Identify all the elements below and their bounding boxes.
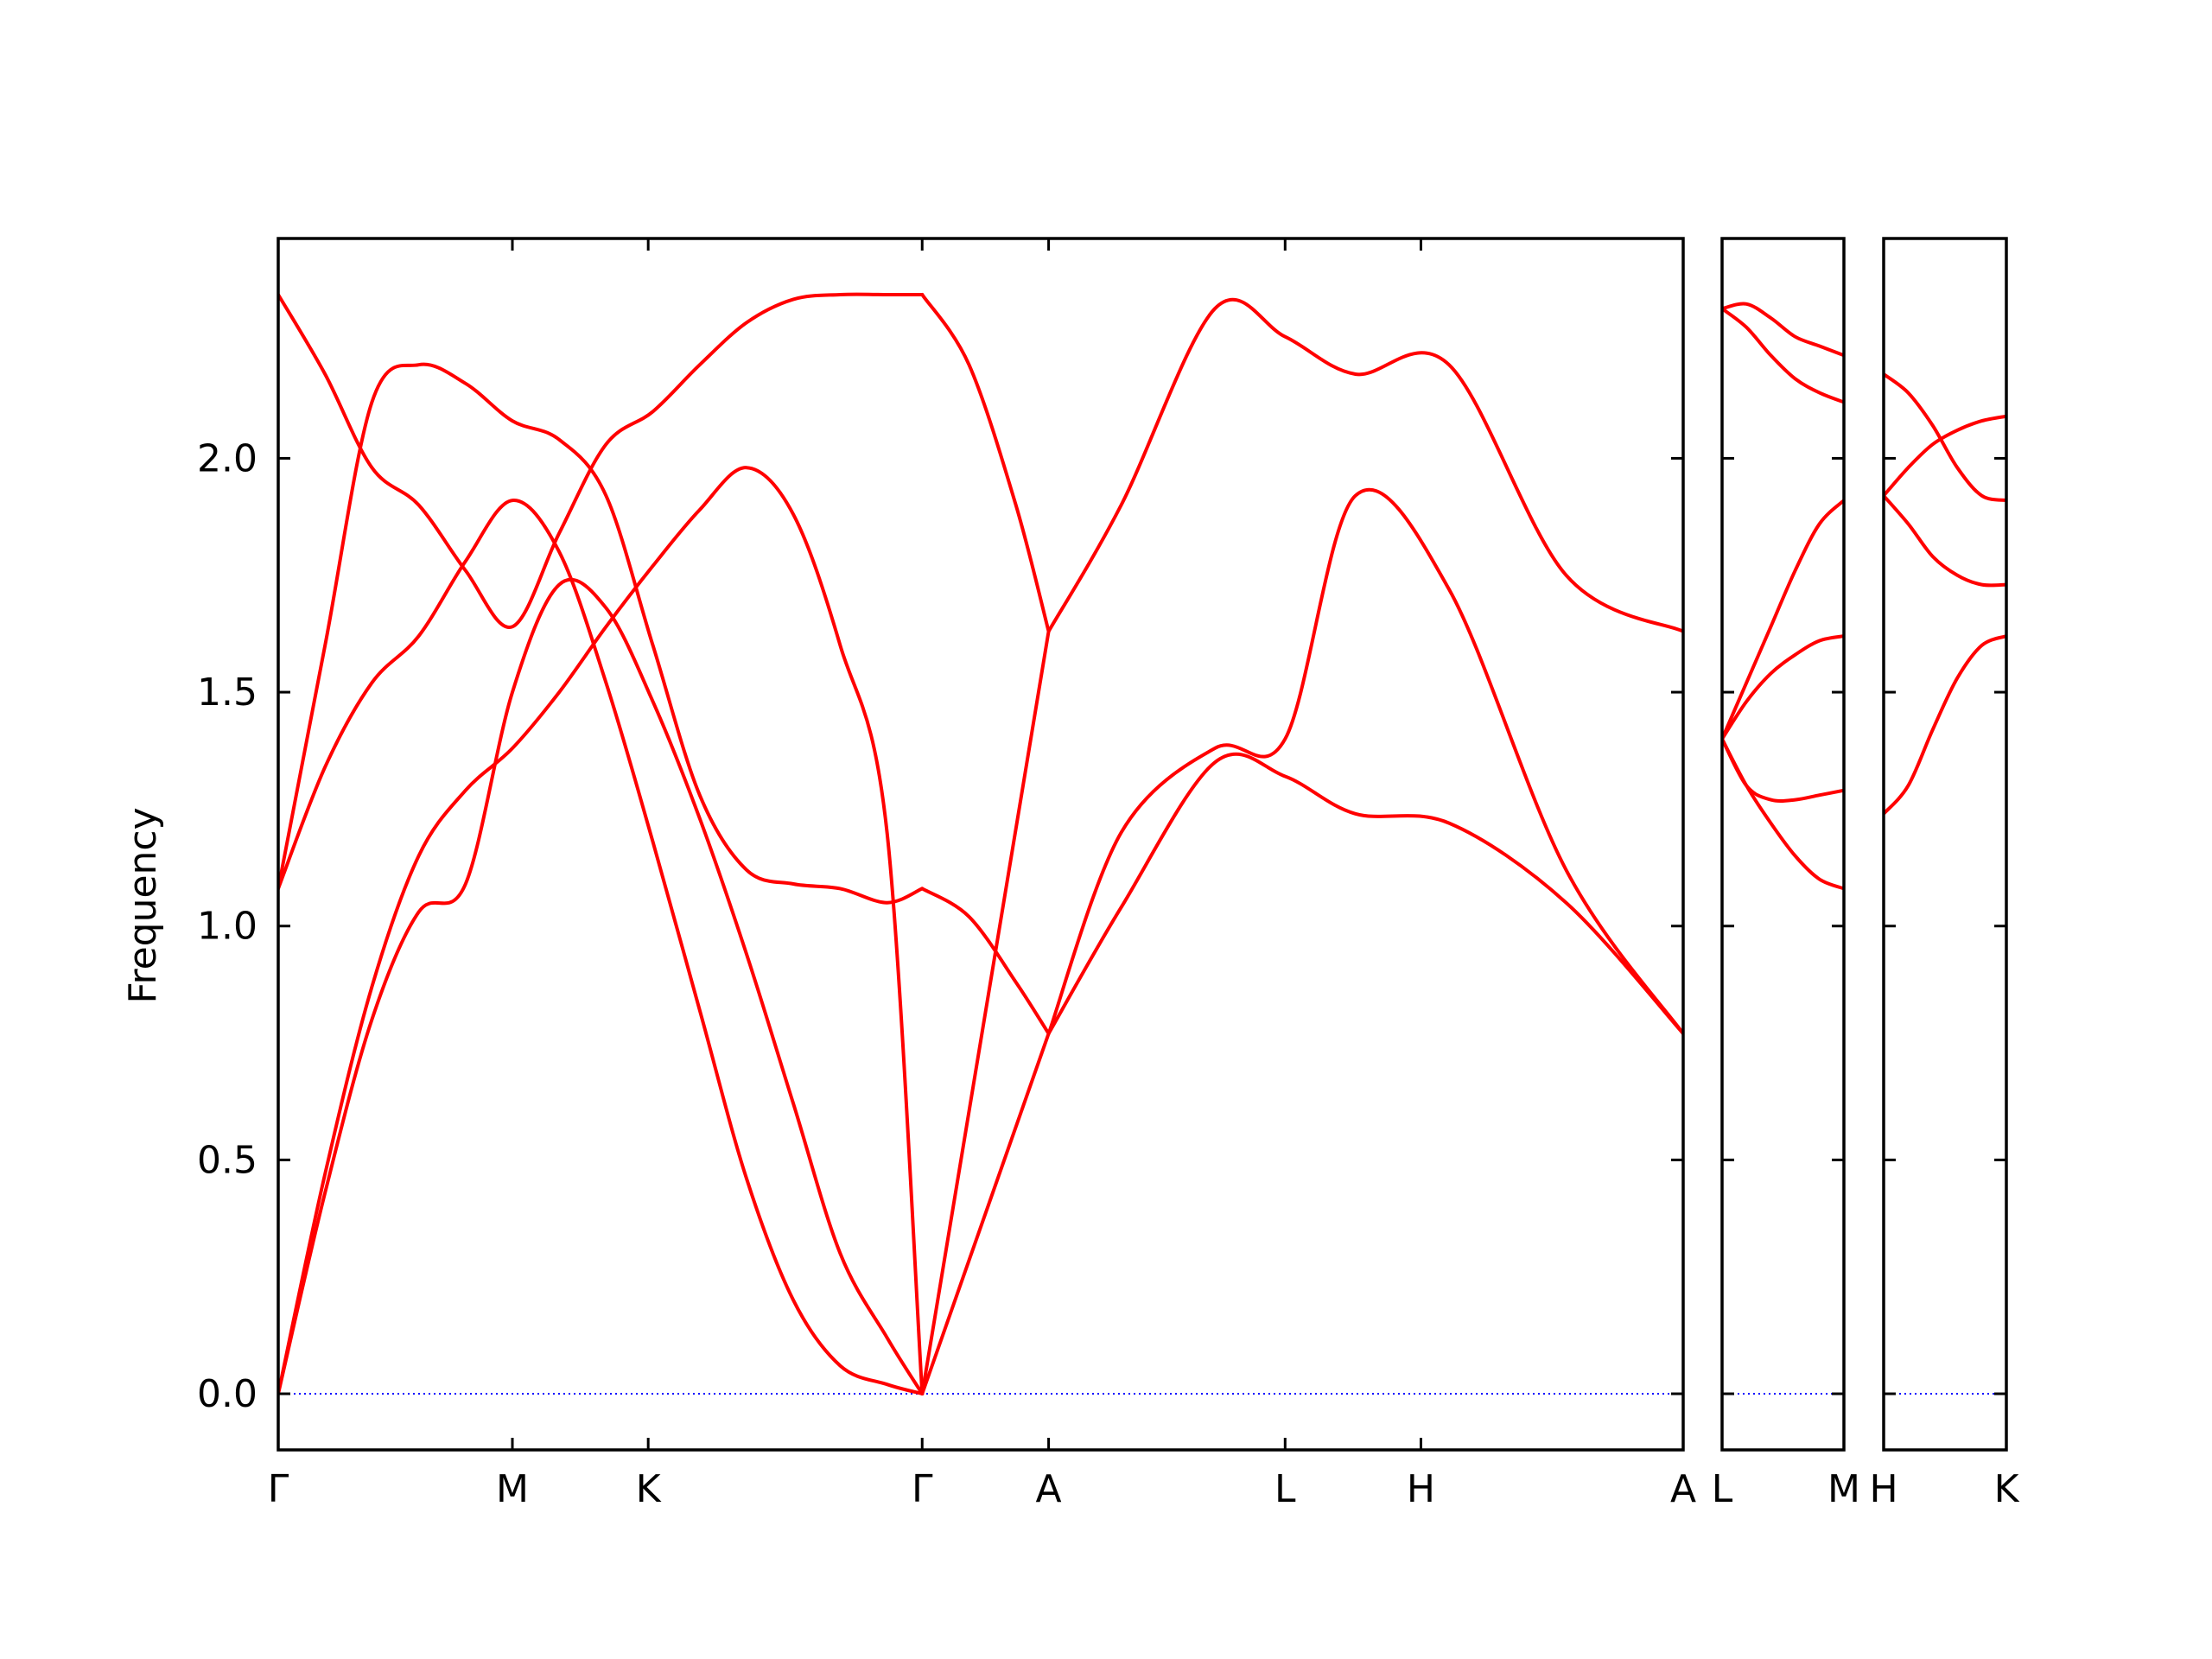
- bands-group: [1884, 372, 2006, 816]
- band-line-6: [1722, 737, 1844, 891]
- bands-group: [1722, 302, 1844, 891]
- band-line-2: [278, 577, 925, 1395]
- band-line-1: [278, 466, 925, 1395]
- band-line-2: [1722, 307, 1844, 404]
- band-line-10: [1046, 297, 1683, 633]
- band-line-5: [278, 292, 925, 629]
- y-tick-label: 0.5: [197, 1138, 257, 1182]
- band-line-3: [1722, 499, 1844, 741]
- y-tick-label: 1.5: [197, 671, 257, 715]
- panel-1: 0.0 0.5 1.0 1.5 2.0 Γ M K Γ A L H A: [197, 237, 1696, 1511]
- band-line-7: [920, 1032, 1051, 1395]
- y-tick-label: 1.0: [197, 905, 257, 949]
- x-tick-label: H: [1869, 1467, 1897, 1511]
- bands-group: [278, 292, 1683, 1395]
- panel-frame: [1720, 237, 1846, 1452]
- band-line-1: [1722, 302, 1844, 358]
- panel-frame: [276, 237, 1685, 1452]
- x-tick-label: M: [496, 1467, 529, 1511]
- band-line-4: [1884, 634, 2006, 816]
- band-line-9: [920, 293, 1051, 633]
- panel-frame: [1882, 237, 2008, 1452]
- plot-panels: 0.00.51.01.52.0Γ M K Γ A L H A L M H K: [197, 237, 2020, 1511]
- y-axis-label: Frequency: [121, 807, 165, 1003]
- band-line-3: [278, 499, 925, 1395]
- x-tick-label: K: [1994, 1467, 2020, 1511]
- band-line-5: [1722, 737, 1844, 804]
- y-tick-label: 0.0: [197, 1372, 257, 1416]
- band-line-11: [1046, 487, 1683, 1036]
- x-tick-label: L: [1274, 1467, 1296, 1511]
- band-line-1: [1884, 372, 2006, 503]
- y-tick-label: 2.0: [197, 436, 257, 480]
- band-line-2: [1884, 414, 2006, 498]
- x-tick-label: L: [1712, 1467, 1733, 1511]
- x-tick-label: A: [1036, 1467, 1062, 1511]
- band-line-3: [1884, 493, 2006, 588]
- x-tick-label: A: [1670, 1467, 1696, 1511]
- x-tick-label: H: [1407, 1467, 1435, 1511]
- x-tick-label: Γ: [912, 1467, 933, 1511]
- band-line-4: [1722, 634, 1844, 741]
- x-tick-label: K: [636, 1467, 662, 1511]
- x-tick-label: M: [1827, 1467, 1860, 1511]
- x-tick-label: Γ: [268, 1467, 289, 1511]
- band-line-6: [920, 629, 1051, 1395]
- band-line-12: [1046, 752, 1683, 1036]
- band-line-8: [920, 887, 1051, 1036]
- band-line-4: [278, 362, 925, 905]
